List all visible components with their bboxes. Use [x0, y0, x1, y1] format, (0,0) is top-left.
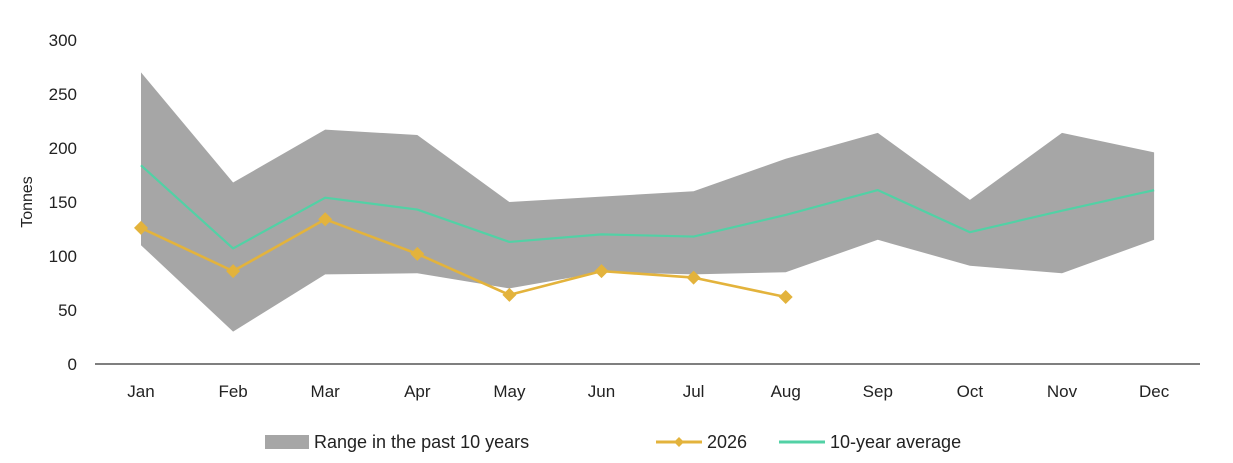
y-tick-label-300: 300	[49, 31, 77, 50]
x-tick-label-apr: Apr	[404, 382, 431, 401]
y-tick-label-100: 100	[49, 247, 77, 266]
x-tick-label-feb: Feb	[218, 382, 247, 401]
point-2026-jun	[594, 264, 609, 279]
point-2026-jul	[686, 270, 701, 285]
x-tick-label-may: May	[493, 382, 526, 401]
x-tick-label-jul: Jul	[683, 382, 705, 401]
series-line-2026	[140, 217, 786, 299]
legend-item-range[interactable]: Range in the past 10 years	[265, 432, 529, 452]
x-tick-label-dec: Dec	[1139, 382, 1170, 401]
point-2026-mar	[318, 212, 333, 227]
legend-10-year-average-label: 10-year average	[830, 432, 961, 452]
point-2026-may	[502, 287, 517, 302]
y-tick-label-200: 200	[49, 139, 77, 158]
legend-item-series-2026[interactable]: 2026	[656, 432, 747, 452]
range-band	[141, 72, 1155, 332]
point-2026-apr	[410, 246, 425, 261]
x-tick-label-jun: Jun	[588, 382, 615, 401]
legend-2026-label: 2026	[707, 432, 747, 452]
legend-range-swatch	[265, 435, 309, 449]
legend-2026-marker	[674, 437, 684, 447]
y-tick-label-150: 150	[49, 193, 77, 212]
series-line-10-year-average	[140, 164, 1155, 250]
x-tick-label-aug: Aug	[771, 382, 801, 401]
y-tick-label-250: 250	[49, 85, 77, 104]
legend-range-label: Range in the past 10 years	[314, 432, 529, 452]
y-tick-label-50: 50	[58, 301, 77, 320]
x-tick-label-mar: Mar	[311, 382, 341, 401]
legend-item-10-year-average[interactable]: 10-year average	[779, 432, 961, 452]
point-2026-aug	[778, 290, 793, 305]
x-tick-label-jan: Jan	[127, 382, 154, 401]
range-band-layer	[141, 72, 1155, 332]
legend: Range in the past 10 years 2026 10-year …	[265, 432, 961, 452]
point-2026-feb	[226, 264, 241, 279]
series-layer	[134, 164, 1155, 305]
x-tick-label-sep: Sep	[863, 382, 893, 401]
x-tick-labels: Jan Feb Mar Apr May Jun Jul Aug Sep Oct Nov Dec	[127, 382, 1169, 401]
y-tick-label-0: 0	[68, 355, 77, 374]
point-2026-jan	[134, 220, 148, 235]
y-axis-title: Tonnes	[19, 176, 36, 228]
x-tick-label-oct: Oct	[957, 382, 984, 401]
x-tick-label-nov: Nov	[1047, 382, 1078, 401]
y-tick-labels: 0 50 100 150 200 250 300	[49, 31, 77, 374]
